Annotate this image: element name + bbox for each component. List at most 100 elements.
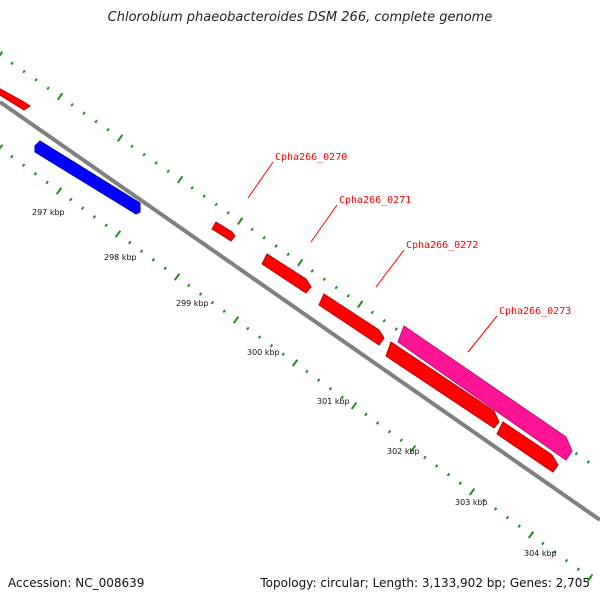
minor-tick (250, 227, 254, 232)
gene-label[interactable]: Cpha266_0272 (406, 240, 478, 251)
major-tick (0, 51, 4, 57)
kbp-labels: 297 kbp 298 kbp 299 kbp 300 kbp 301 kbp … (32, 208, 557, 558)
gene-forward-302a[interactable] (385, 341, 500, 429)
minor-tick (106, 127, 110, 132)
minor-tick (198, 292, 203, 296)
major-tick (468, 488, 476, 496)
gene-labels: Cpha266_0270 Cpha266_0271 Cpha266_0272 C… (275, 152, 571, 317)
major-tick (237, 217, 244, 225)
minor-tick (34, 78, 38, 82)
gene-forward-partial[interactable] (0, 86, 31, 111)
minor-tick (493, 507, 498, 511)
minor-tick (458, 481, 462, 485)
minor-tick (446, 472, 451, 477)
gene-label[interactable]: Cpha266_0273 (499, 306, 571, 317)
minor-tick (328, 386, 333, 391)
minor-tick (574, 451, 579, 456)
minor-tick (21, 163, 26, 167)
kbp-label: 302 kbp (387, 447, 420, 456)
minor-tick (128, 240, 132, 245)
minor-tick (334, 285, 338, 290)
minor-tick (281, 352, 285, 357)
map-title: Chlorobium phaeobacteroides DSM 266, com… (107, 10, 493, 25)
gene-label[interactable]: Cpha266_0271 (339, 195, 411, 206)
minor-tick (80, 206, 85, 210)
gene-cpha266-0270[interactable] (211, 221, 236, 242)
minor-tick (45, 180, 49, 185)
minor-tick (187, 283, 191, 288)
minor-tick (364, 412, 368, 417)
minor-tick (434, 464, 439, 468)
kbp-label: 299 kbp (176, 299, 209, 308)
major-tick (291, 359, 299, 367)
minor-tick (564, 558, 569, 563)
kbp-label: 298 kbp (104, 253, 137, 262)
gene-reverse[interactable] (34, 140, 141, 215)
kbp-label: 304 kbp (524, 549, 557, 558)
gene-features (0, 86, 573, 473)
minor-tick (82, 111, 86, 115)
gene-cpha266-0272[interactable] (318, 293, 385, 346)
major-tick (586, 573, 594, 582)
minor-tick (340, 395, 344, 400)
minor-tick (262, 235, 266, 240)
gene-label-lines (247, 161, 498, 353)
minor-tick (394, 327, 398, 331)
minor-tick (190, 186, 194, 190)
gene-cpha266-0271[interactable] (261, 253, 312, 294)
accession-text: Accession: NC_008639 (8, 576, 145, 590)
minor-tick (387, 429, 392, 434)
minor-tick (541, 541, 545, 546)
minor-tick (92, 215, 97, 219)
inner-tick-ring (0, 144, 594, 582)
major-tick (297, 258, 304, 267)
major-tick (56, 92, 64, 101)
minor-tick (214, 202, 218, 207)
major-tick (527, 531, 535, 539)
gene-cpha266-0273[interactable] (397, 325, 573, 461)
major-tick (116, 134, 124, 142)
minor-tick (423, 455, 427, 460)
minor-tick (517, 524, 522, 529)
minor-tick (46, 86, 50, 91)
major-tick (114, 230, 122, 238)
major-tick (176, 175, 184, 184)
minor-tick (10, 154, 14, 159)
minor-tick (94, 119, 98, 124)
kbp-label: 300 kbp (247, 348, 280, 357)
minor-tick (104, 223, 108, 228)
minor-tick (399, 438, 403, 443)
minor-tick (316, 378, 321, 382)
minor-tick (202, 194, 206, 198)
minor-tick (257, 335, 262, 339)
minor-tick (305, 369, 309, 374)
minor-tick (154, 161, 158, 165)
gene-label[interactable]: Cpha266_0270 (275, 152, 347, 163)
kbp-label: 301 kbp (317, 397, 350, 406)
gene-forward-302b[interactable] (496, 421, 559, 473)
minor-tick (33, 172, 38, 176)
minor-tick (222, 309, 226, 314)
minor-tick (375, 421, 380, 425)
genome-backbone (0, 100, 600, 522)
major-tick (55, 187, 63, 195)
minor-tick (22, 69, 26, 74)
minor-tick (482, 498, 486, 503)
minor-tick (163, 266, 167, 271)
minor-tick (382, 318, 386, 323)
minor-tick (346, 294, 350, 298)
minor-tick (166, 169, 170, 174)
kbp-label: 303 kbp (455, 498, 488, 507)
topology-summary: Topology: circular; Length: 3,133,902 bp… (260, 576, 590, 590)
minor-tick (505, 515, 510, 520)
major-tick (232, 316, 240, 324)
minor-tick (552, 550, 557, 554)
minor-tick (139, 249, 144, 253)
major-tick (0, 144, 4, 150)
minor-tick (310, 269, 314, 273)
minor-tick (576, 567, 581, 572)
minor-tick (142, 152, 146, 157)
minor-tick (286, 252, 290, 257)
minor-tick (226, 211, 230, 215)
minor-tick (210, 300, 215, 305)
